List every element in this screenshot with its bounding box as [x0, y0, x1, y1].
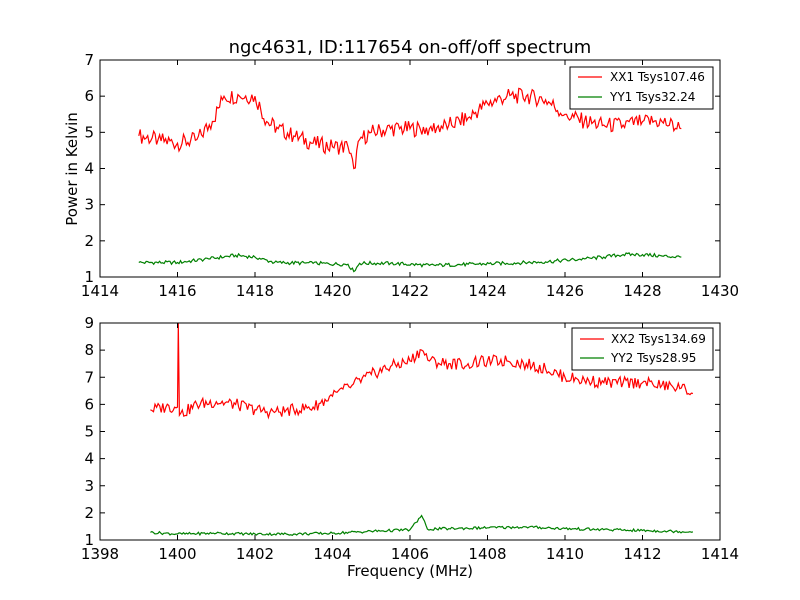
top-panel-plot-frame: [99, 59, 721, 278]
bottom-series-line-1: [150, 322, 694, 420]
bottom-legend-label-yy2: YY2 Tsys28.95: [610, 351, 696, 365]
bottom-series-line-2: [150, 514, 694, 537]
bottom-x-tick-label: 1410: [546, 545, 584, 563]
bottom-legend-label-xx2: XX2 Tsys134.69: [611, 332, 706, 346]
bottom-y-tick-label: 1: [84, 531, 94, 549]
bottom-panel-legend: XX2 Tsys134.69 YY2 Tsys28.95: [571, 327, 714, 371]
top-x-tick-label: 1426: [546, 282, 584, 300]
bottom-x-tick-label: 1402: [236, 545, 274, 563]
bottom-panel-x-axis-label: Frequency (MHz): [347, 562, 473, 580]
top-x-tick-label: 1418: [236, 282, 274, 300]
top-series-line-1: [138, 87, 682, 170]
bottom-x-tick-label: 1412: [623, 545, 661, 563]
top-x-tick-label: 1428: [623, 282, 661, 300]
bottom-y-tick-label: 8: [84, 341, 94, 359]
bottom-x-tick-label: 1408: [468, 545, 506, 563]
bottom-panel-ticks: 1398 1400 1402 1404 1406 1408 1410 1412 1414 1 2 3 4…: [81, 314, 739, 563]
bottom-x-tick-label: 1414: [701, 545, 739, 563]
bottom-y-tick-label: 9: [84, 314, 94, 332]
bottom-x-tick-label: 1406: [391, 545, 429, 563]
top-panel: ngc4631, ID:117654 on-off/off spectrum P…: [63, 37, 739, 300]
bottom-y-tick-label: 3: [84, 477, 94, 495]
bottom-panel: 1398 1400 1402 1404 1406 1408 1410 1412 1414 1 2 3 4…: [81, 314, 739, 580]
bottom-x-tick-label: 1404: [313, 545, 351, 563]
top-panel-series-lines: [138, 87, 682, 273]
top-y-tick-label: 6: [84, 87, 94, 105]
top-x-tick-label: 1422: [391, 282, 429, 300]
top-y-tick-label: 5: [84, 123, 94, 141]
top-legend-label-yy1: YY1 Tsys32.24: [609, 90, 695, 104]
bottom-panel-series-lines: [150, 322, 694, 537]
bottom-y-tick-label: 2: [84, 504, 94, 522]
bottom-y-tick-label: 5: [84, 423, 94, 441]
bottom-legend-frame: [571, 327, 714, 371]
top-y-tick-label: 4: [84, 160, 94, 178]
top-panel-title: ngc4631, ID:117654 on-off/off spectrum: [229, 37, 592, 58]
top-x-tick-label: 1414: [81, 282, 119, 300]
bottom-y-tick-label: 4: [84, 450, 94, 468]
bottom-x-tick-label: 1398: [81, 545, 119, 563]
top-x-tick-label: 1416: [158, 282, 196, 300]
top-y-tick-label: 1: [84, 268, 94, 286]
top-legend-label-xx1: XX1 Tsys107.46: [610, 70, 705, 84]
top-x-tick-label: 1420: [313, 282, 351, 300]
top-x-tick-label: 1430: [701, 282, 739, 300]
top-panel-ticks: 1414 1416 1418 1420 1422 1424 1426 1428 1430 1 2 3 4…: [81, 51, 739, 300]
top-legend-frame: [569, 66, 714, 110]
top-panel-y-axis-label: Power in Kelvin: [63, 112, 81, 226]
top-y-tick-label: 3: [84, 196, 94, 214]
top-panel-legend: XX1 Tsys107.46 YY1 Tsys32.24: [569, 66, 714, 110]
bottom-y-tick-label: 6: [84, 395, 94, 413]
top-y-tick-label: 2: [84, 232, 94, 250]
bottom-y-tick-label: 7: [84, 368, 94, 386]
top-y-tick-label: 7: [84, 51, 94, 69]
bottom-panel-plot-frame: [99, 322, 721, 541]
top-x-tick-label: 1424: [468, 282, 506, 300]
top-series-line-2: [138, 252, 682, 273]
bottom-x-tick-label: 1400: [158, 545, 196, 563]
